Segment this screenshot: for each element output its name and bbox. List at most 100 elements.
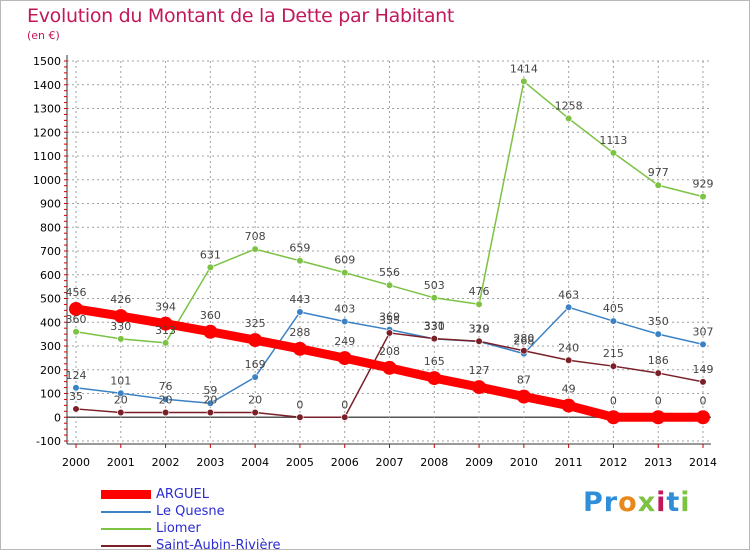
data-point: [341, 413, 349, 421]
x-tick-label: 2012: [599, 456, 627, 469]
data-point: [72, 384, 80, 392]
x-tick-label: 2001: [107, 456, 135, 469]
data-point: [117, 335, 125, 343]
legend-item: ARGUEL: [101, 486, 281, 503]
data-label: 20: [159, 394, 173, 407]
logo-letter: x: [637, 487, 657, 518]
data-label: 394: [155, 301, 176, 314]
data-point: [430, 294, 438, 302]
data-label: 169: [245, 358, 266, 371]
data-label: 659: [289, 242, 310, 255]
data-point: [161, 395, 170, 403]
data-label: 360: [200, 309, 221, 322]
data-label: 249: [334, 335, 355, 348]
data-label: 631: [200, 248, 221, 261]
data-point: [382, 360, 397, 375]
data-label: 476: [469, 285, 490, 298]
x-tick-label: 2007: [376, 456, 404, 469]
data-label: 319: [469, 322, 490, 335]
data-point: [654, 330, 662, 338]
data-point: [699, 378, 707, 386]
y-tick-label: 900: [40, 198, 61, 211]
y-tick-label: 600: [40, 269, 61, 282]
x-tick-label: 2005: [286, 456, 314, 469]
data-label: 208: [379, 345, 400, 358]
x-tick-label: 2014: [689, 456, 717, 469]
legend-item: Liomer: [101, 520, 281, 537]
series-lines: [69, 77, 710, 425]
x-tick-label: 2011: [555, 456, 583, 469]
data-label: 240: [558, 341, 579, 354]
logo-letter: t: [666, 487, 681, 518]
data-point: [296, 257, 304, 265]
legend-item: Le Quesne: [101, 503, 281, 520]
data-label: 331: [424, 320, 445, 333]
data-point: [248, 333, 263, 348]
data-labels: 456 426 394 360 325 288 249 208 165 127 87 49 0 0 0 124…: [66, 62, 714, 411]
data-label: 708: [245, 230, 266, 243]
data-label: 330: [110, 320, 131, 333]
y-tick-label: 1500: [33, 55, 61, 68]
chart-subtitle: (en €): [27, 29, 60, 42]
data-point: [72, 405, 80, 413]
data-point: [520, 77, 528, 86]
data-point: [385, 281, 394, 289]
data-label: 0: [655, 394, 662, 407]
data-label: 87: [517, 374, 531, 387]
data-label: 355: [379, 314, 400, 327]
data-label: 165: [424, 355, 445, 368]
data-label: 59: [203, 384, 217, 397]
y-tick-label: 200: [40, 364, 61, 377]
data-label: 503: [424, 279, 445, 292]
x-tick-label: 2008: [420, 456, 448, 469]
x-tick-label: 2003: [196, 456, 224, 469]
logo-letter: i: [656, 487, 667, 518]
data-point: [341, 317, 349, 326]
data-label: 556: [379, 266, 400, 279]
data-point: [251, 373, 259, 381]
legend-label: ARGUEL: [156, 487, 209, 502]
data-label: 369: [379, 311, 400, 324]
data-point: [69, 301, 83, 316]
data-point: [72, 328, 80, 336]
data-point: [516, 389, 531, 404]
y-tick-label: -100: [36, 435, 61, 448]
data-label: 215: [603, 347, 624, 360]
y-tick-label: 0: [54, 411, 61, 424]
data-point: [561, 398, 576, 413]
data-label: 325: [245, 317, 266, 330]
data-point: [475, 337, 483, 345]
data-label: 360: [66, 313, 87, 326]
data-label: 313: [155, 324, 176, 337]
legend-swatch: [101, 490, 151, 499]
data-label: 0: [296, 398, 303, 411]
data-point: [206, 263, 214, 271]
data-label: 403: [334, 303, 355, 316]
data-point: [296, 413, 304, 421]
y-tick-label: 300: [40, 340, 61, 353]
data-label: 49: [562, 383, 576, 396]
data-label: 76: [159, 380, 173, 393]
data-label: 426: [110, 293, 131, 306]
data-point: [251, 245, 259, 253]
legend-item: Saint-Aubin-Rivière: [101, 537, 281, 554]
proxiti-logo: Proxiti: [583, 487, 691, 518]
data-label: 268: [513, 335, 534, 348]
data-label: 977: [648, 166, 669, 179]
data-point: [385, 329, 394, 337]
data-point: [696, 410, 710, 425]
data-label: 280: [513, 332, 534, 345]
data-label: 330: [424, 320, 445, 333]
data-label: 456: [66, 286, 87, 299]
data-label: 1113: [599, 134, 627, 147]
data-point: [430, 335, 438, 343]
logo-letter: P: [583, 487, 604, 518]
data-point: [565, 303, 573, 311]
data-point: [113, 309, 128, 324]
legend: ARGUEL Le Quesne Liomer Saint-Aubin-Rivière: [101, 486, 281, 554]
grid-lines: [67, 60, 711, 442]
data-point: [472, 380, 487, 395]
data-label: 0: [700, 394, 707, 407]
data-label: 127: [469, 364, 490, 377]
data-point: [609, 149, 618, 157]
